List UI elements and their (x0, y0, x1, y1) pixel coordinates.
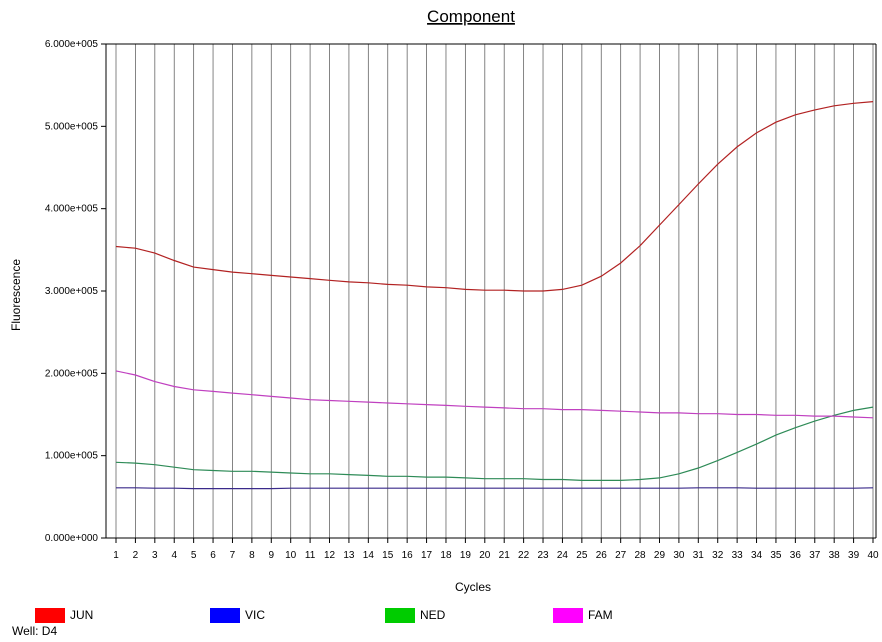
x-tick-label: 22 (518, 550, 530, 561)
x-tick-label: 34 (751, 550, 763, 561)
series-lines (115, 101, 874, 490)
legend-swatch-jun (35, 607, 65, 623)
y-tick-label: 5.000e+005 (45, 121, 99, 132)
legend-label-ned: NED (420, 608, 446, 622)
legend-label-vic: VIC (245, 608, 266, 622)
x-tick-label: 38 (829, 550, 841, 561)
legend-label-jun: JUN (70, 608, 94, 622)
x-tick-label: 4 (171, 550, 177, 561)
x-tick-label: 27 (615, 550, 627, 561)
x-tick-label: 9 (269, 550, 275, 561)
legend-item-jun: JUN (35, 607, 93, 623)
y-tick-label: 1.000e+005 (45, 451, 99, 462)
x-tick-label: 11 (305, 550, 316, 561)
x-tick-label: 7 (230, 550, 236, 561)
x-tick-label: 36 (790, 550, 802, 561)
x-tick-label: 30 (673, 550, 685, 561)
x-tick-label: 13 (343, 550, 355, 561)
x-tick-label: 10 (285, 550, 297, 561)
well-label: Well: D4 (12, 624, 58, 638)
x-tick-label: 5 (191, 550, 197, 561)
x-tick-label: 14 (363, 550, 375, 561)
legend-item-ned: NED (385, 607, 445, 623)
x-tick-label: 16 (402, 550, 414, 561)
x-axis-label: Cycles (455, 580, 491, 594)
y-tick-label: 0.000e+000 (45, 533, 99, 544)
grid-lines (115, 44, 874, 538)
x-tick-label: 37 (809, 550, 821, 561)
series-line-ned (115, 406, 874, 481)
x-tick-label: 6 (210, 550, 216, 561)
legend-item-vic: VIC (210, 607, 265, 623)
legend-swatch-vic (210, 607, 240, 623)
x-tick-label: 25 (576, 550, 588, 561)
legend-label-fam: FAM (588, 608, 613, 622)
x-tick-label: 24 (557, 550, 569, 561)
x-tick-label: 15 (382, 550, 394, 561)
x-tick-label: 28 (635, 550, 647, 561)
y-tick-label: 6.000e+005 (45, 39, 99, 50)
y-tick-label: 4.000e+005 (45, 204, 99, 215)
series-line-vic (116, 487, 874, 490)
x-tick-label: 29 (654, 550, 666, 561)
x-tick-label: 3 (152, 550, 158, 561)
x-tick-label: 17 (421, 550, 433, 561)
x-tick-labels: 1 2 3 4 5 6 7 8 9 10 11 12 13 14 15 16 17 18 19 20 21 22 23 24 2… (113, 550, 879, 561)
x-tick-label: 12 (324, 550, 336, 561)
legend-swatch-ned (385, 607, 415, 623)
x-tick-label: 33 (732, 550, 744, 561)
x-tick-label: 19 (460, 550, 472, 561)
axes (101, 43, 877, 543)
chart-title: Component (427, 7, 515, 26)
x-tick-label: 20 (479, 550, 491, 561)
x-tick-label: 39 (848, 550, 860, 561)
x-tick-label: 32 (712, 550, 724, 561)
y-tick-label: 3.000e+005 (45, 286, 99, 297)
series-line-fam (115, 370, 874, 419)
x-tick-label: 31 (693, 550, 705, 561)
x-tick-label: 26 (596, 550, 608, 561)
x-tick-label: 2 (133, 550, 139, 561)
x-tick-label: 21 (499, 550, 511, 561)
y-tick-label: 2.000e+005 (45, 368, 99, 379)
x-tick-label: 35 (770, 550, 782, 561)
x-tick-label: 18 (440, 550, 452, 561)
x-tick-label: 23 (537, 550, 549, 561)
series-line-jun (115, 101, 874, 292)
y-axis-label: Fluorescence (9, 259, 23, 331)
x-tick-label: 40 (867, 550, 879, 561)
legend-swatch-fam (553, 607, 583, 623)
y-tick-labels: 0.000e+000 1.000e+005 2.000e+005 3.000e+005… (45, 39, 99, 544)
x-tick-label: 8 (249, 550, 255, 561)
legend-item-fam: FAM (553, 607, 613, 623)
x-tick-label: 1 (113, 550, 119, 561)
